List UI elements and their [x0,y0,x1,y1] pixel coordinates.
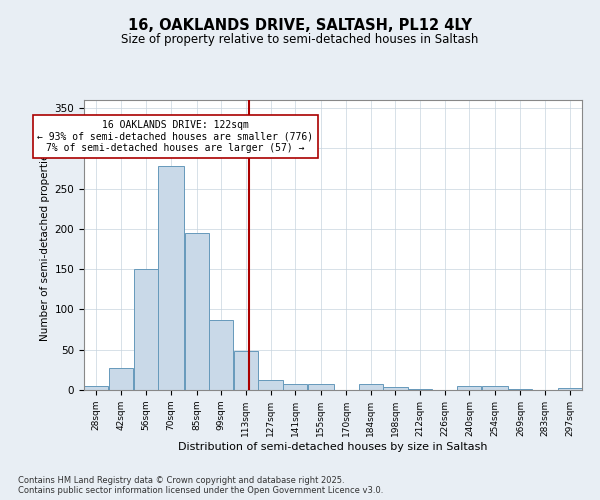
Bar [482,386,508,390]
Bar [383,387,407,390]
Bar [109,368,133,390]
X-axis label: Distribution of semi-detached houses by size in Saltash: Distribution of semi-detached houses by … [178,442,488,452]
Bar [158,166,184,390]
Bar [557,388,582,390]
Bar [84,386,109,390]
Text: 16 OAKLANDS DRIVE: 122sqm
← 93% of semi-detached houses are smaller (776)
7% of : 16 OAKLANDS DRIVE: 122sqm ← 93% of semi-… [37,120,314,154]
Bar [508,389,532,390]
Bar [259,380,283,390]
Bar [408,389,432,390]
Bar [134,269,158,390]
Bar [457,386,481,390]
Y-axis label: Number of semi-detached properties: Number of semi-detached properties [40,148,50,342]
Text: 16, OAKLANDS DRIVE, SALTASH, PL12 4LY: 16, OAKLANDS DRIVE, SALTASH, PL12 4LY [128,18,472,32]
Bar [308,384,334,390]
Bar [209,320,233,390]
Bar [283,384,307,390]
Bar [234,352,258,390]
Text: Contains HM Land Registry data © Crown copyright and database right 2025.
Contai: Contains HM Land Registry data © Crown c… [18,476,383,495]
Bar [359,384,383,390]
Bar [185,233,209,390]
Text: Size of property relative to semi-detached houses in Saltash: Size of property relative to semi-detach… [121,32,479,46]
